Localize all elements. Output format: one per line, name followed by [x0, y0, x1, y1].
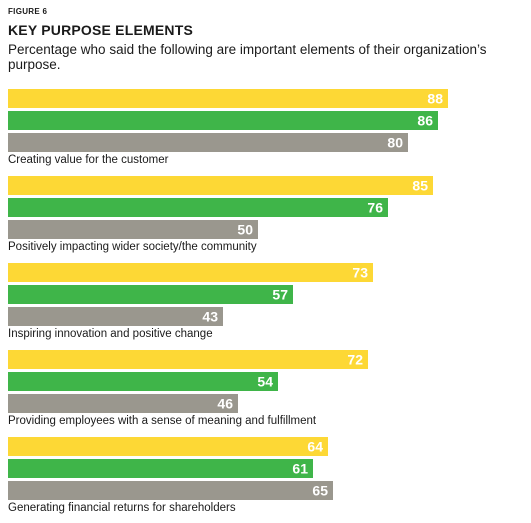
bar-5-2: [8, 459, 313, 478]
bar-value-label: 72: [347, 352, 363, 368]
bar-2-2: [8, 198, 388, 217]
bar-1-3: [8, 133, 408, 152]
bar-value-label: 43: [202, 309, 218, 325]
bar-3-2: [8, 285, 293, 304]
bar-value-label: 46: [217, 396, 233, 412]
bar-value-label: 80: [387, 135, 403, 151]
bar-2-3: [8, 220, 258, 239]
bar-value-label: 65: [312, 483, 328, 499]
bar-1-2: [8, 111, 438, 130]
bar-value-label: 61: [292, 461, 308, 477]
category-label: Positively impacting wider society/the c…: [8, 241, 257, 253]
bar-4-2: [8, 372, 278, 391]
bar-4-3: [8, 394, 238, 413]
category-label: Inspiring innovation and positive change: [8, 328, 213, 340]
figure-label: FIGURE 6: [8, 7, 48, 16]
bar-value-label: 57: [272, 287, 288, 303]
bar-value-label: 86: [417, 113, 433, 129]
category-label: Creating value for the customer: [8, 154, 169, 166]
bar-1-1: [8, 89, 448, 108]
bar-3-3: [8, 307, 223, 326]
bar-5-3: [8, 481, 333, 500]
bar-value-label: 85: [412, 178, 428, 194]
bar-2-1: [8, 176, 433, 195]
bar-value-label: 64: [307, 439, 323, 455]
chart-title: KEY PURPOSE ELEMENTS: [8, 22, 194, 38]
chart-subtitle: Percentage who said the following are im…: [8, 42, 487, 72]
bar-value-label: 88: [427, 91, 443, 107]
bar-5-1: [8, 437, 328, 456]
bar-4-1: [8, 350, 368, 369]
category-label: Generating financial returns for shareho…: [8, 502, 236, 514]
bar-3-1: [8, 263, 373, 282]
bar-value-label: 76: [367, 200, 383, 216]
bar-value-label: 50: [237, 222, 253, 238]
bar-value-label: 54: [257, 374, 273, 390]
category-label: Providing employees with a sense of mean…: [8, 415, 317, 427]
bar-value-label: 73: [352, 265, 368, 281]
